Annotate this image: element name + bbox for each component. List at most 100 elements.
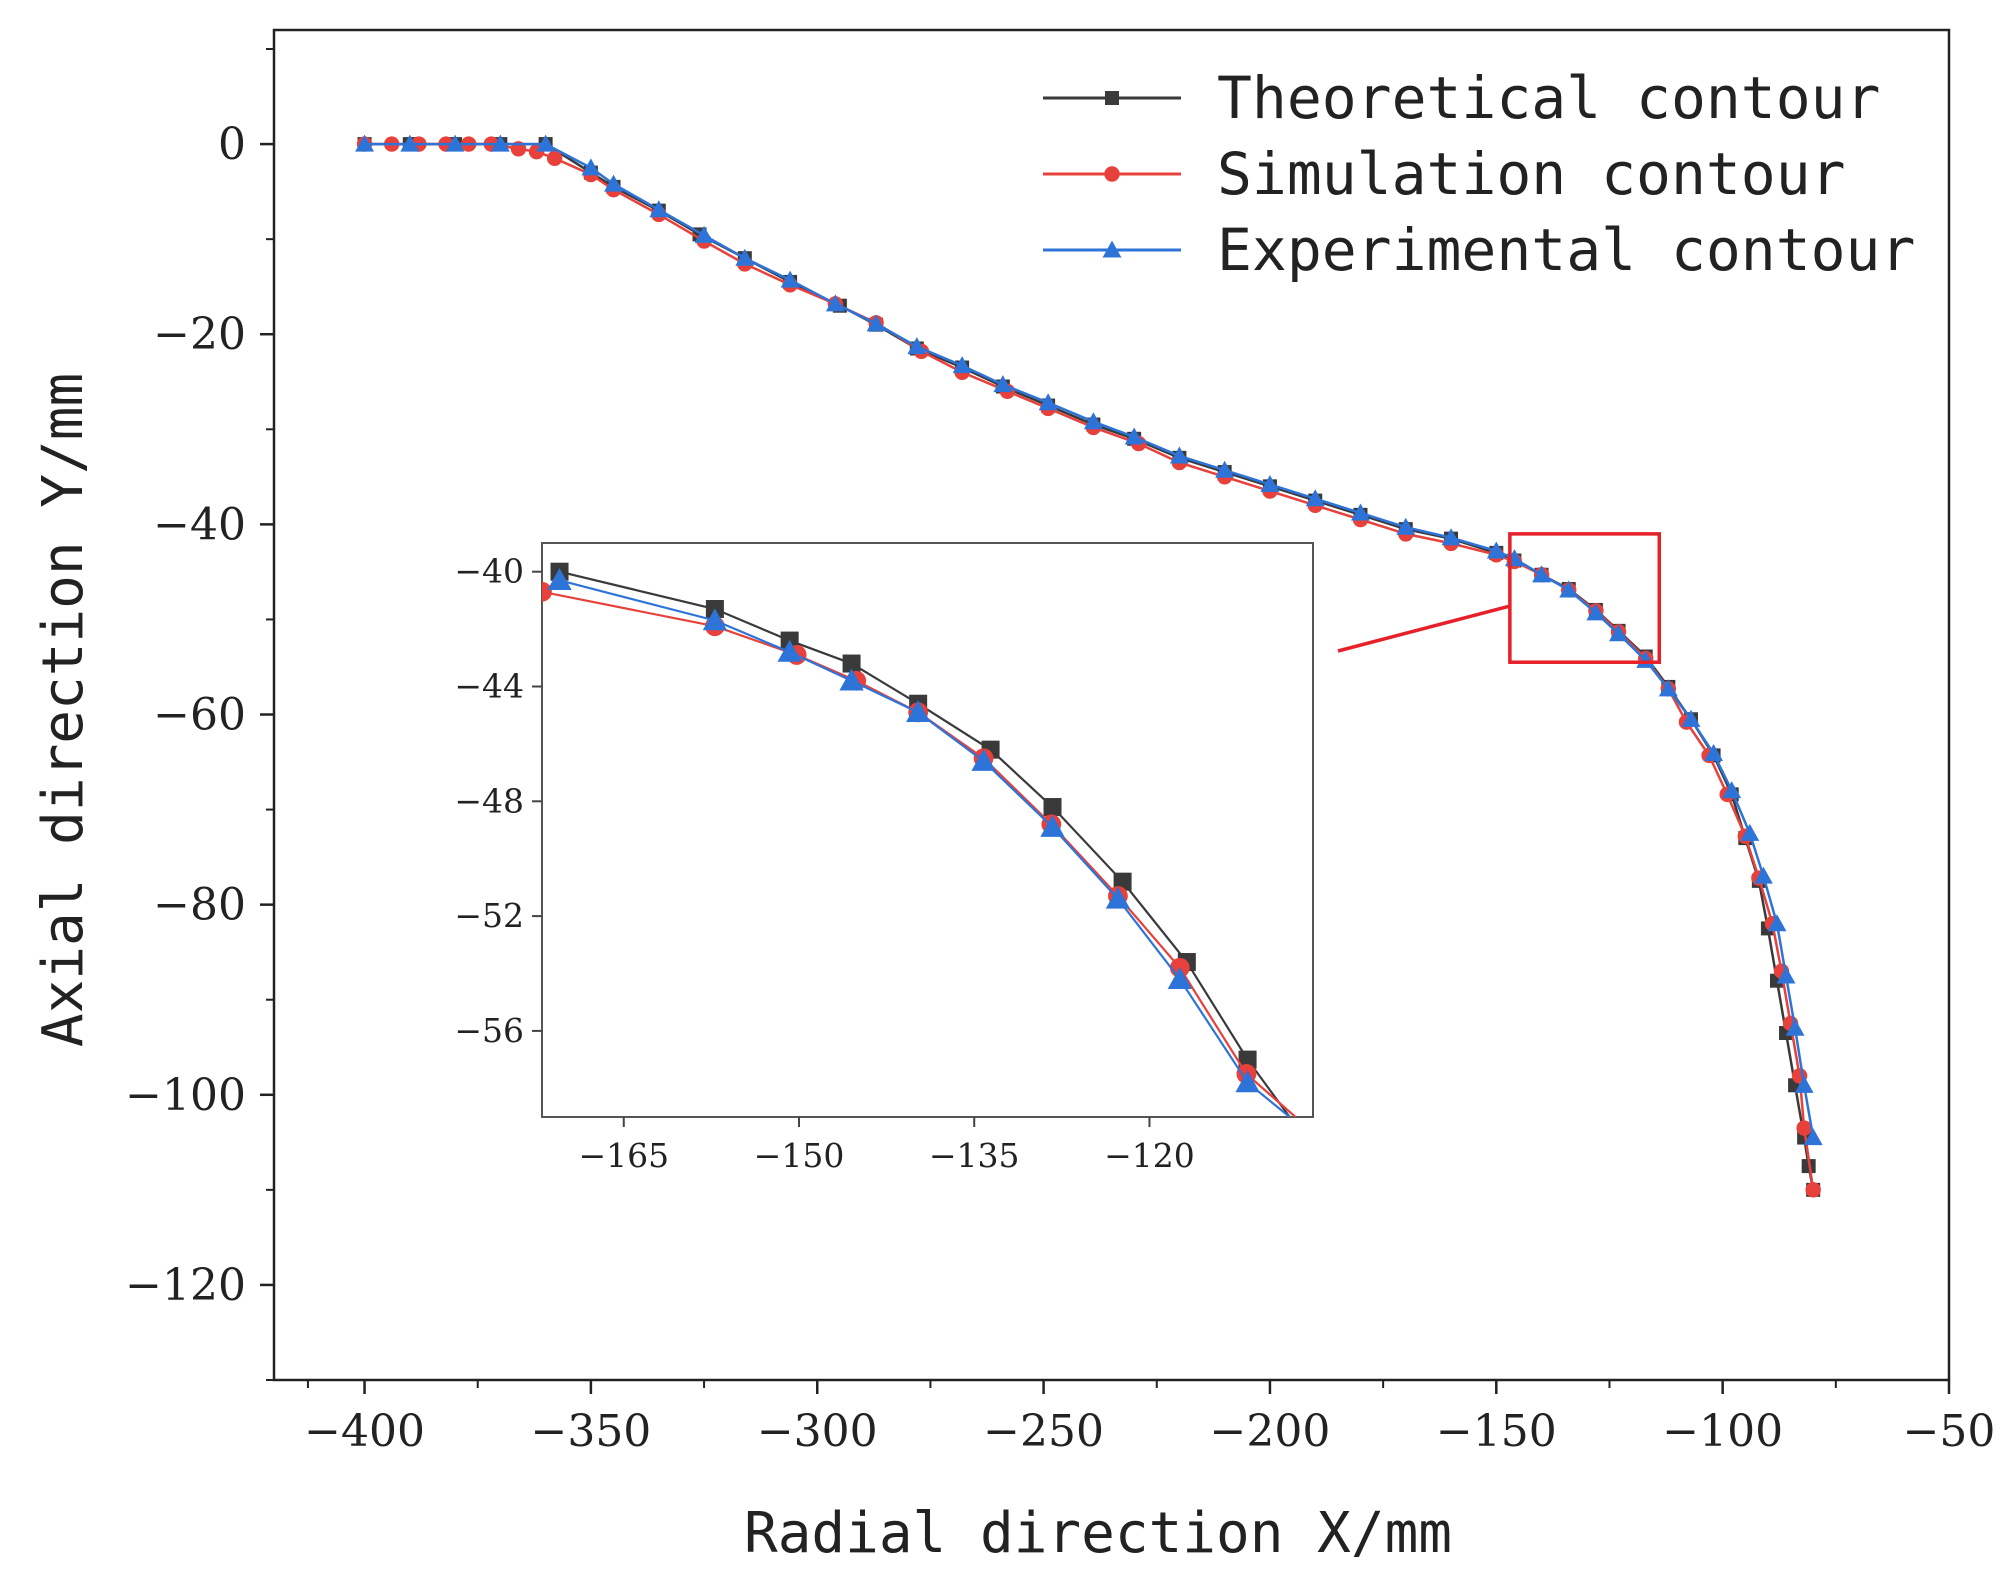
- x-axis-title: Radial direction X/mm: [744, 1501, 1452, 1566]
- zoom-box: [1508, 532, 1662, 664]
- legend-entry: Simulation contour: [1043, 140, 1846, 208]
- inset-data-point: [777, 639, 802, 662]
- data-point: [1559, 580, 1579, 598]
- data-point: [1396, 517, 1416, 535]
- y-tick-label: −100: [125, 1070, 246, 1121]
- inset-x-tick-label: −165: [578, 1136, 669, 1175]
- inset-y-tick-label: −52: [454, 896, 524, 935]
- y-tick-label: −120: [125, 1260, 246, 1311]
- y-tick-label: −40: [153, 499, 246, 550]
- data-point: [1260, 474, 1280, 492]
- data-point: [1785, 1018, 1805, 1036]
- series-triangle: [355, 134, 1823, 1146]
- inset-data-point: [839, 668, 864, 691]
- y-tick-label: 0: [218, 119, 246, 170]
- data-point: [1532, 565, 1552, 583]
- y-tick-label: −60: [153, 690, 246, 741]
- inset-data-point: [1043, 798, 1062, 817]
- x-tick-label: −150: [1436, 1406, 1557, 1457]
- data-point: [1083, 412, 1103, 430]
- inset-data-point: [1235, 1070, 1260, 1093]
- data-point: [546, 150, 563, 167]
- legend-label: Experimental contour: [1217, 216, 1915, 284]
- x-tick-label: −400: [304, 1406, 425, 1457]
- legend-marker: [1102, 240, 1122, 258]
- data-point: [825, 294, 845, 312]
- inset-data-point: [1040, 814, 1065, 837]
- data-point: [445, 134, 465, 152]
- inset-data-point: [1238, 1050, 1257, 1069]
- inset-data-point: [542, 581, 552, 602]
- inset-y-tick-label: −44: [454, 667, 524, 706]
- inset-data-point: [1105, 886, 1131, 909]
- inset-data-point: [971, 748, 996, 771]
- data-point: [1038, 393, 1058, 411]
- inset-series-triangle: [547, 568, 1291, 1117]
- legend-label: Theoretical contour: [1217, 64, 1880, 132]
- data-point: [780, 270, 800, 288]
- data-point: [735, 248, 755, 266]
- data-point: [1486, 541, 1506, 559]
- inset-data-point: [702, 608, 728, 631]
- x-tick-label: −300: [757, 1406, 878, 1457]
- data-point: [1803, 1128, 1823, 1146]
- inset-series-group: [542, 562, 1297, 1117]
- data-point: [1794, 1075, 1814, 1093]
- x-tick-label: −50: [1903, 1406, 1996, 1457]
- zoom-connector: [1337, 604, 1511, 653]
- inset-y-tick-label: −48: [454, 781, 524, 820]
- legend-entry: Theoretical contour: [1043, 64, 1880, 132]
- data-point: [1658, 679, 1678, 697]
- data-point: [1169, 446, 1189, 464]
- data-point: [907, 337, 927, 355]
- data-point: [1681, 709, 1701, 727]
- legend-marker: [1104, 166, 1120, 182]
- data-point: [604, 174, 623, 192]
- x-tick-label: −350: [530, 1406, 651, 1457]
- main-plot-frame: [272, 28, 1951, 1382]
- main-series-group: [355, 134, 1823, 1198]
- data-point: [536, 134, 556, 152]
- data-point: [1740, 823, 1760, 841]
- data-point: [1796, 1120, 1812, 1136]
- y-tick-label: −80: [153, 880, 246, 931]
- inset-chart: −165 −150 −135 −120 −40 −44 −48 −52 −56: [454, 542, 1314, 1175]
- data-point: [400, 134, 420, 152]
- data-point: [1305, 489, 1325, 507]
- data-point: [1351, 503, 1370, 521]
- data-point: [581, 158, 601, 176]
- inset-frame: [541, 542, 1314, 1118]
- legend-marker: [1105, 91, 1119, 105]
- zoom-indicator: [1337, 532, 1662, 664]
- inset-data-point: [1167, 967, 1192, 989]
- data-point: [1124, 427, 1144, 445]
- data-point: [1609, 624, 1628, 642]
- data-point: [1441, 528, 1461, 546]
- inset-y-tick-label: −40: [454, 552, 524, 591]
- inset-x-tick-label: −120: [1104, 1136, 1195, 1175]
- data-point: [649, 200, 669, 218]
- inset-data-point: [906, 700, 931, 723]
- inset-x-tick-label: −150: [754, 1136, 845, 1175]
- data-point: [1753, 866, 1773, 884]
- inset-x-tick-label: −135: [929, 1136, 1020, 1175]
- data-point: [1586, 603, 1606, 621]
- inset-y-tick-label: −56: [454, 1011, 524, 1050]
- data-point: [694, 225, 714, 243]
- inset-data-point: [842, 654, 861, 673]
- data-point: [1215, 460, 1235, 478]
- data-point: [1805, 1182, 1821, 1198]
- inset-data-point: [547, 568, 572, 591]
- data-point: [1776, 966, 1796, 984]
- x-tick-label: −250: [983, 1406, 1104, 1457]
- legend: Theoretical contour Simulation contour Exp…: [1043, 64, 1915, 284]
- data-point: [952, 356, 972, 374]
- legend-label: Simulation contour: [1217, 140, 1846, 208]
- data-point: [490, 134, 510, 152]
- y-tick-label: −20: [153, 309, 246, 360]
- data-point: [1767, 914, 1787, 932]
- data-point: [355, 134, 374, 152]
- x-tick-label: −200: [1210, 1406, 1331, 1457]
- data-point: [1722, 781, 1742, 799]
